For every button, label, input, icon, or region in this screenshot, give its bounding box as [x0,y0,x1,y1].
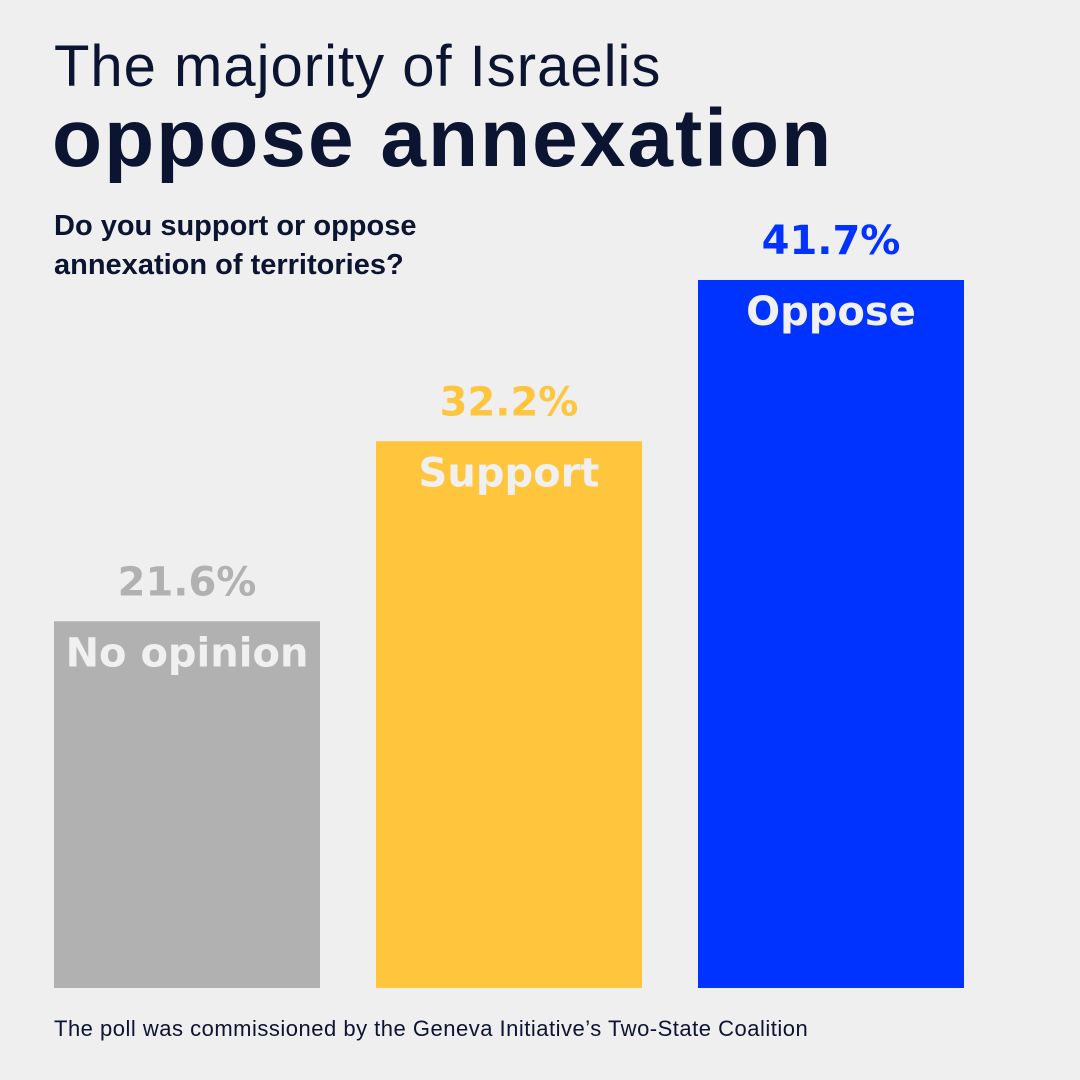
source-note: The poll was commissioned by the Geneva … [54,1016,809,1041]
bar-support [376,441,642,989]
value-label-oppose: 41.7% [762,218,901,264]
value-label-no-opinion: 21.6% [118,559,257,605]
bar-no-opinion [54,621,320,988]
value-label-support: 32.2% [440,379,579,425]
category-label-oppose: Oppose [746,289,916,335]
chart-title-line2: oppose annexation [52,93,834,184]
bar-oppose [698,280,964,988]
chart-title-line1: The majority of Israelis [54,34,662,99]
survey-question: Do you support or oppose annexation of t… [54,210,417,281]
category-label-no-opinion: No opinion [66,630,309,676]
category-label-support: Support [419,450,600,496]
